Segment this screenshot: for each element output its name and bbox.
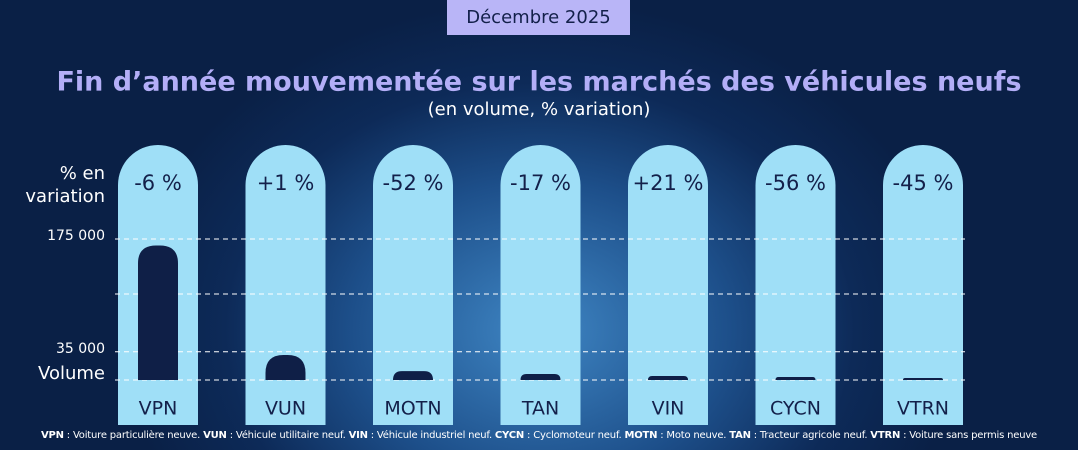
footnote-text: : Véhicule utilitaire neuf. <box>226 430 349 441</box>
pill <box>500 145 581 425</box>
footnote-abbr: MOTN <box>624 430 658 441</box>
pill <box>883 145 963 425</box>
x-tick-label: CYCN <box>770 398 821 420</box>
footnote-text: : Moto neuve. <box>657 430 730 441</box>
badge: Décembre 2025 <box>447 0 630 35</box>
y-tick-label: 175 000 <box>47 228 105 244</box>
variation-label: -56 % <box>765 171 826 195</box>
variation-label: -6 % <box>134 171 182 195</box>
bar <box>648 375 688 380</box>
footnote-abbr: VIN <box>348 430 368 441</box>
variation-label: -52 % <box>383 171 444 195</box>
pill <box>628 145 708 425</box>
x-tick-label: VIN <box>652 398 685 420</box>
x-tick-label: VTRN <box>897 398 949 420</box>
bar <box>775 377 816 380</box>
variation-label: -17 % <box>510 171 571 195</box>
footnote-abbr: VTRN <box>870 430 901 441</box>
variation-label: +21 % <box>633 171 704 195</box>
x-tick-label: VUN <box>265 398 306 420</box>
footnote-text: : Tracteur agricole neuf. <box>750 430 871 441</box>
y-tick-label: 35 000 <box>56 341 105 357</box>
pill <box>373 145 453 425</box>
bar <box>393 371 433 380</box>
footnote-abbr: TAN <box>729 430 751 441</box>
bar <box>903 377 943 380</box>
variation-label: % en variation <box>25 163 105 207</box>
footnote-text: : Voiture sans permis neuve <box>900 430 1038 441</box>
bar <box>265 355 306 380</box>
footnote-abbr: VUN <box>203 430 227 441</box>
pill <box>245 145 326 425</box>
footnote: VPN : Voiture particulière neuve. VUN : … <box>0 430 1078 441</box>
variation-label: +1 % <box>257 171 315 195</box>
chart-subtitle: (en volume, % variation) <box>428 99 651 120</box>
pill <box>755 145 836 425</box>
x-tick-label: TAN <box>521 398 559 420</box>
bar <box>520 373 561 380</box>
y-axis-label: Volume <box>38 363 105 384</box>
bar <box>138 245 178 380</box>
x-tick-label: MOTN <box>384 398 441 420</box>
footnote-text: : Cyclomoteur neuf. <box>524 430 625 441</box>
chart-title: Fin d’année mouvementée sur les marchés … <box>56 67 1021 98</box>
variation-label: -45 % <box>893 171 954 195</box>
footnote-text: : Voiture particulière neuve. <box>63 430 204 441</box>
x-tick-label: VPN <box>139 398 178 420</box>
footnote-abbr: VPN <box>40 430 64 441</box>
marks <box>138 245 943 380</box>
footnote-text: : Véhicule industriel neuf. <box>367 430 495 441</box>
footnote-abbr: CYCN <box>494 430 525 441</box>
